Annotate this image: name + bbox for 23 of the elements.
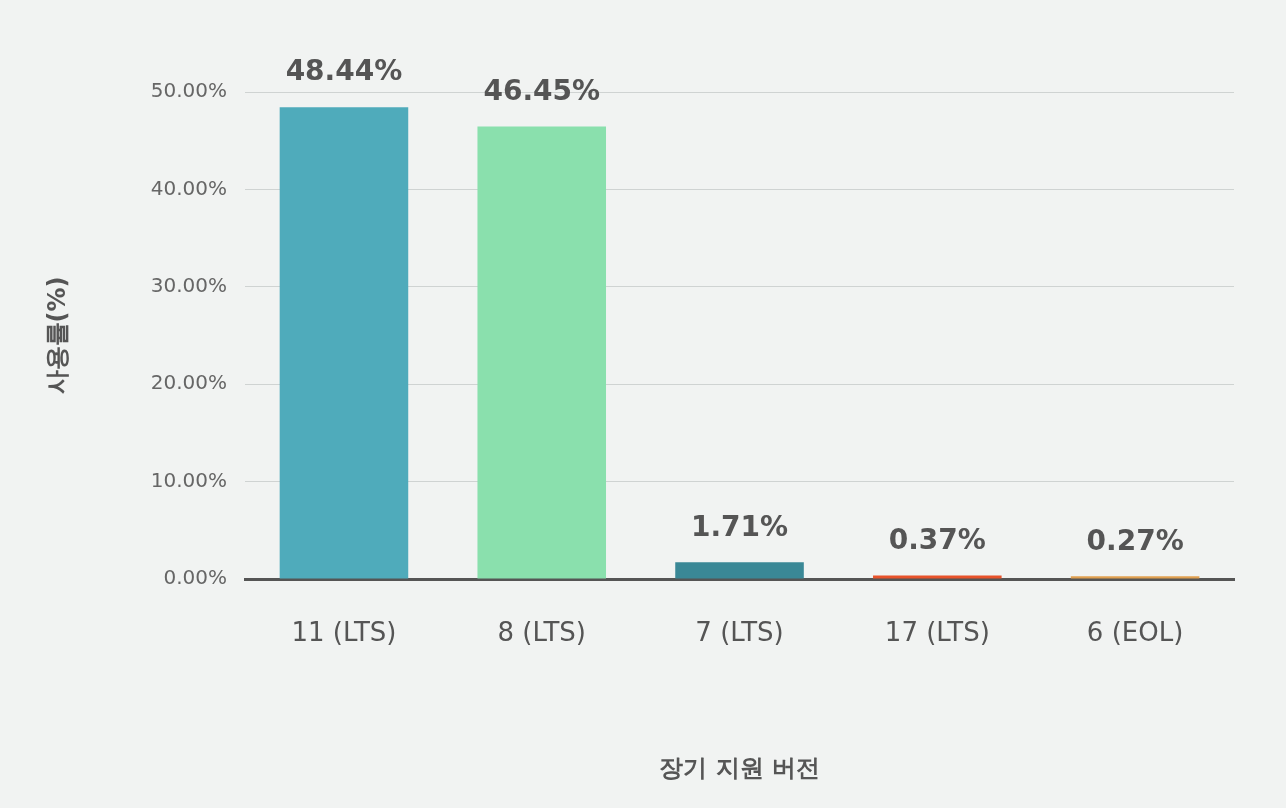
- y-tick-label: 50.00%: [150, 78, 228, 103]
- y-tick-label: 40.00%: [150, 175, 228, 200]
- bar: [873, 575, 1002, 579]
- data-label: 1.71%: [690, 509, 789, 543]
- data-label: 0.37%: [888, 522, 986, 556]
- x-tick-label: 8 (LTS): [497, 617, 586, 648]
- x-tick-label: 11 (LTS): [291, 617, 397, 648]
- y-tick-label: 10.00%: [150, 467, 228, 492]
- y-tick-label: 30.00%: [150, 273, 228, 297]
- y-axis-title: 사용률(%): [42, 276, 71, 395]
- data-label: 48.44%: [285, 54, 403, 88]
- bar: [279, 107, 409, 579]
- x-tick-label: 17 (LTS): [884, 617, 990, 648]
- y-tick-label: 0.00%: [163, 565, 228, 590]
- data-label: 46.45%: [483, 73, 601, 107]
- x-tick-label: 7 (LTS): [695, 617, 784, 648]
- bar: [1070, 576, 1200, 579]
- bar: [675, 562, 804, 579]
- x-axis-title: 장기 지원 버전: [659, 753, 820, 782]
- y-tick-label: 20.00%: [150, 370, 228, 395]
- data-label: 0.27%: [1086, 523, 1184, 557]
- x-tick-label: 6 (EOL): [1086, 617, 1184, 648]
- bar: [477, 126, 607, 579]
